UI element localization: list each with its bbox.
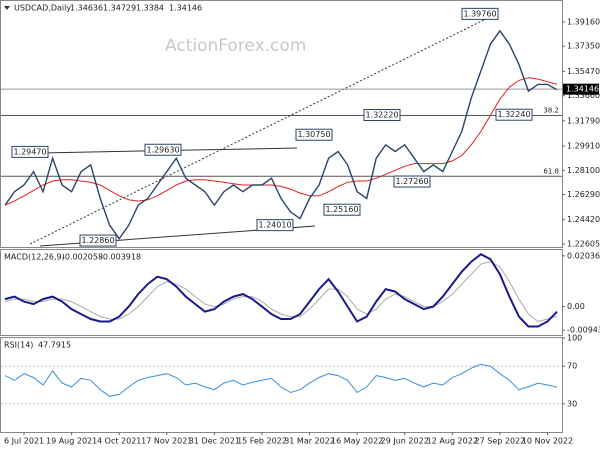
watermark: ActionForex.com (165, 36, 306, 56)
y-tick-label: 70 (567, 362, 577, 371)
symbol: USDCAD,Daily (14, 4, 71, 13)
x-tick-label: 4 Oct 2021 (97, 437, 141, 446)
y-tick-label: 1.29910 (567, 141, 600, 150)
x-tick-label: 27 Sep 2022 (475, 437, 526, 446)
x-tick-label: 6 Jul 2021 (4, 437, 44, 446)
price-line (4, 29, 558, 240)
price-label: 1.29470 (13, 147, 46, 156)
ohlc-close: 1.34146 (169, 4, 202, 13)
y-tick-label: 1.28100 (567, 166, 600, 175)
y-tick-label: 1.31790 (567, 116, 600, 125)
x-tick-label: 31 Mar 2022 (284, 437, 335, 446)
fib-label: 61.8 (543, 167, 559, 175)
price-label: 1.22860 (81, 236, 114, 245)
rsi-value: 47.7915 (38, 341, 71, 350)
price-label-box (79, 234, 117, 247)
x-tick-label: 31 Dec 2021 (189, 437, 240, 446)
x-tick-label: 17 Nov 2021 (141, 437, 192, 446)
y-tick-label: 100 (567, 334, 582, 343)
y-tick-label: 1.24420 (567, 215, 600, 224)
price-label: 1.30750 (297, 130, 330, 139)
macd-name: MACD(12,26,9) (4, 253, 65, 262)
x-tick-label: 19 Aug 2021 (46, 437, 97, 446)
ohlc-high: 1.34729 (103, 4, 136, 13)
y-tick-label: 0.00 (567, 302, 585, 311)
x-tick-label: 29 Jun 2022 (381, 437, 429, 446)
y-tick-label: 1.22605 (567, 239, 600, 248)
price-label-box (11, 145, 49, 158)
price-label-box (256, 219, 294, 232)
y-tick-label: -0.009438 (567, 326, 600, 335)
price-label: 1.27260 (395, 177, 428, 186)
fib-label: 38.2 (543, 107, 559, 115)
price-label: 1.32220 (365, 111, 398, 120)
price-label-box (495, 108, 533, 121)
ohlc-open: 1.34636 (70, 4, 103, 13)
y-tick-label: 0.02036 (567, 251, 600, 260)
ohlc-low: 1.3384 (136, 4, 164, 13)
price-label: 1.25160 (325, 205, 358, 214)
rsi-line (4, 363, 558, 397)
last-price-label: 1.34146 (566, 85, 599, 94)
x-tick-label: 12 Aug 2022 (427, 437, 478, 446)
price-label-box (323, 203, 361, 216)
y-tick-label: 30 (567, 399, 577, 408)
price-panel (0, 0, 563, 248)
last-price-box (563, 83, 599, 95)
y-tick-label: 1.35470 (567, 67, 600, 76)
rsi-name: RSI(14) (4, 341, 33, 350)
price-label: 1.29630 (146, 145, 179, 154)
signal-line (4, 261, 558, 323)
price-label: 1.24010 (258, 221, 291, 230)
rsi-panel (0, 337, 563, 433)
y-tick-label: 1.33660 (567, 91, 600, 100)
price-label-box (295, 128, 333, 141)
price-label-box (363, 109, 401, 122)
y-tick-label: 1.39160 (567, 17, 600, 26)
price-label-box (461, 7, 499, 20)
price-label: 1.39760 (463, 9, 496, 18)
trend-line (29, 11, 501, 245)
price-label-box (144, 143, 182, 156)
macd-value: -0.002058 (62, 253, 103, 262)
menu-arrow (4, 6, 10, 10)
price-label-box (393, 175, 431, 188)
moving-average (4, 77, 558, 206)
x-tick-label: 16 May 2022 (331, 437, 383, 446)
macd-line (4, 253, 558, 328)
macd-panel (0, 249, 563, 336)
x-tick-label: 15 Feb 2022 (237, 437, 287, 446)
y-tick-label: 1.37350 (567, 42, 600, 51)
x-tick-label: 10 Nov 2022 (522, 437, 573, 446)
signal-value: -0.003918 (100, 253, 141, 262)
y-tick-label: 1.26290 (567, 190, 600, 199)
price-label: 1.32240 (497, 110, 530, 119)
